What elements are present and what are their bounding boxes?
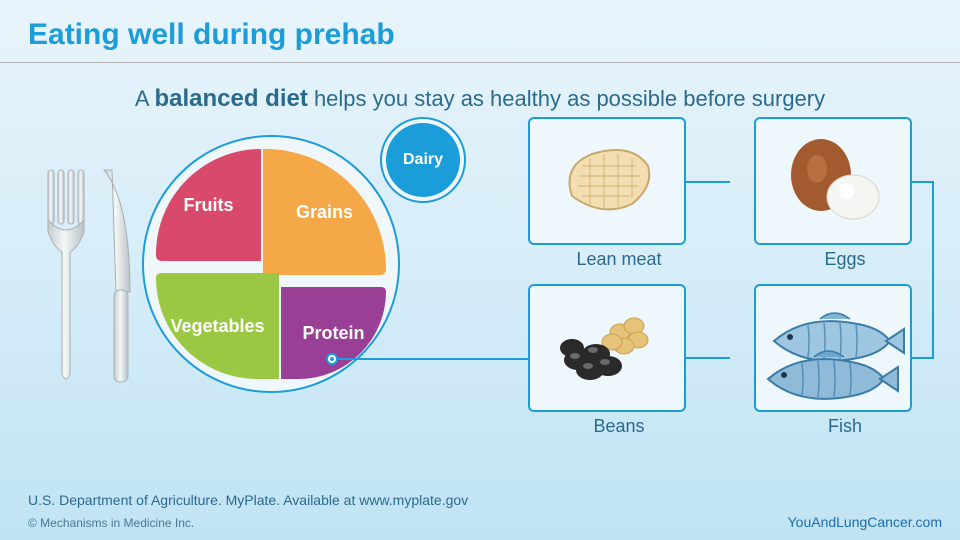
page-title: Eating well during prehab [0, 0, 960, 63]
protein-box-meat: Lean meat [528, 117, 710, 270]
myplate-diagram: Fruits Grains Vegetables Protein [142, 135, 400, 393]
plate-ring: Fruits Grains Vegetables Protein [142, 135, 400, 393]
utensils-icon [34, 162, 144, 402]
footer-site: YouAndLungCancer.com [788, 514, 942, 530]
subtitle-suffix: helps you stay as healthy as possible be… [308, 86, 825, 111]
meat-label: Lean meat [528, 249, 710, 270]
fish-icon [754, 284, 912, 412]
protein-examples-grid: Lean meat Eggs [528, 117, 936, 437]
segment-vegetables: Vegetables [156, 273, 279, 379]
segment-grains: Grains [263, 149, 386, 275]
subtitle-prefix: A [135, 86, 155, 111]
protein-box-beans: Beans [528, 284, 710, 437]
protein-box-eggs: Eggs [754, 117, 936, 270]
connector-main [338, 358, 528, 360]
segment-fruits: Fruits [156, 149, 261, 261]
subtitle-bold: balanced diet [154, 85, 307, 112]
protein-connector-dot [326, 353, 338, 365]
segment-protein: Protein [281, 287, 386, 379]
meat-icon [528, 117, 686, 245]
footer-copyright: © Mechanisms in Medicine Inc. [28, 516, 194, 530]
protein-box-fish: Fish [754, 284, 936, 437]
content-area: Fruits Grains Vegetables Protein Dairy [0, 117, 960, 497]
subtitle: A balanced diet helps you stay as health… [0, 63, 960, 117]
beans-label: Beans [528, 416, 710, 437]
dairy-label: Dairy [386, 123, 460, 197]
footer-source: U.S. Department of Agriculture. MyPlate.… [28, 492, 468, 508]
eggs-icon [754, 117, 912, 245]
eggs-label: Eggs [754, 249, 936, 270]
fish-label: Fish [754, 416, 936, 437]
dairy-circle: Dairy [380, 117, 466, 203]
beans-icon [528, 284, 686, 412]
